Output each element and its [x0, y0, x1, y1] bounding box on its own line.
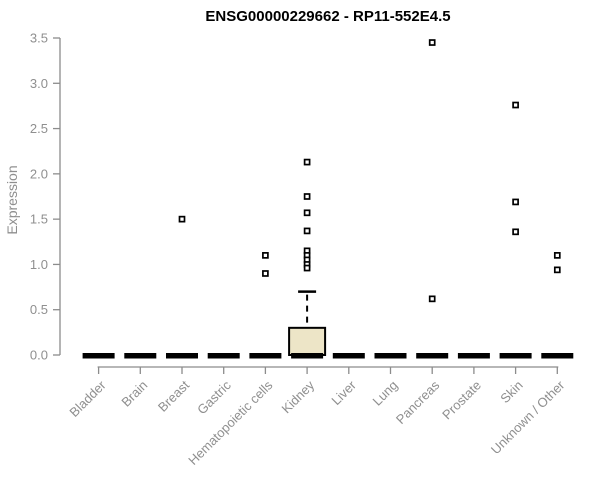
y-tick-label: 0.5: [30, 302, 48, 317]
y-tick-label: 3.5: [30, 31, 48, 46]
outlier-point: [512, 101, 519, 109]
x-tick-label-liver: Liver: [328, 377, 359, 408]
outlier-point: [303, 209, 311, 217]
outlier-point: [512, 228, 519, 236]
outlier-point: [428, 295, 436, 303]
x-tick-label-breast: Breast: [155, 377, 192, 414]
outlier-point: [303, 264, 311, 272]
x-tick-label-skin: Skin: [497, 378, 525, 406]
y-tick-label: 1.0: [30, 257, 48, 272]
iqr-box: [288, 326, 327, 357]
x-tick-label-brain: Brain: [118, 378, 150, 410]
x-tick-label-bladder: Bladder: [66, 377, 109, 420]
y-tick-label: 2.5: [30, 121, 48, 136]
y-tick-label: 0.0: [30, 348, 48, 363]
x-tick-label-lung: Lung: [370, 378, 401, 409]
x-tick-label-prostate: Prostate: [439, 378, 484, 423]
outlier-point: [428, 39, 436, 46]
chart-title: ENSG00000229662 - RP11-552E4.5: [205, 8, 450, 25]
box-kidney: [288, 290, 327, 359]
outlier-point: [553, 252, 561, 259]
outlier-point: [512, 198, 519, 206]
outlier-point: [553, 266, 561, 274]
boxes-layer: [82, 290, 574, 359]
outlier-point: [303, 193, 311, 200]
outlier-point: [303, 158, 311, 166]
outlier-point: [262, 252, 269, 259]
x-tick-label-pancreas: Pancreas: [393, 377, 443, 427]
y-axis: 0.0 0.5 1.0 1.5 2.0 2.5 3.0 3.5: [30, 31, 61, 363]
y-tick-label: 2.0: [30, 166, 48, 181]
y-tick-label: 3.0: [30, 76, 48, 91]
x-tick-label-unknown-other: Unknown / Other: [488, 377, 568, 457]
outlier-point: [178, 215, 186, 223]
y-axis-label: Expression: [4, 165, 20, 234]
outlier-point: [303, 227, 311, 235]
outlier-point: [262, 270, 269, 277]
outlier-points-layer: [178, 39, 561, 303]
x-tick-label-gastric: Gastric: [194, 377, 234, 417]
y-tick-label: 1.5: [30, 212, 48, 227]
x-tick-label-kidney: Kidney: [279, 377, 318, 416]
